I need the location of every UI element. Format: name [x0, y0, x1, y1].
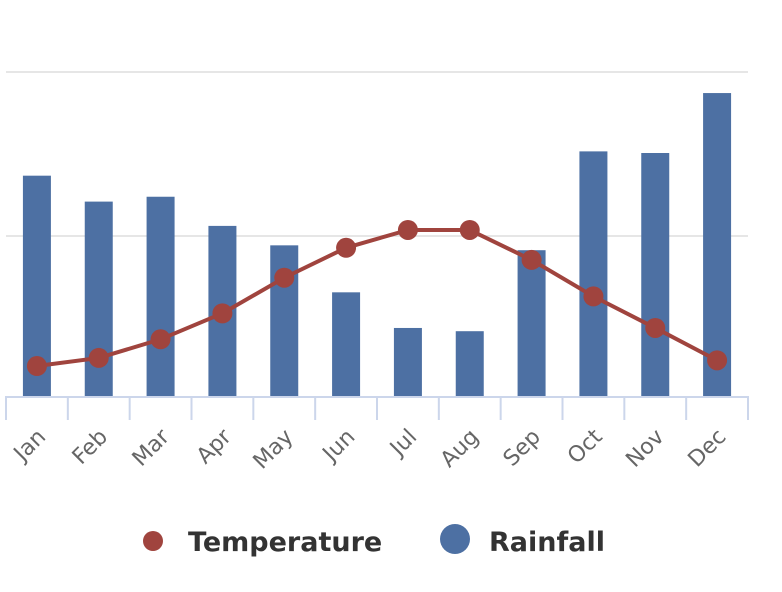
rainfall-bar-oct	[579, 151, 608, 396]
temperature-point-jun	[336, 237, 357, 258]
rainfall-bar-mar	[146, 196, 175, 396]
legend-label-temperature: Temperature	[188, 527, 382, 558]
rainfall-bar-jun	[332, 292, 361, 396]
x-tick-label-apr: Apr	[192, 424, 237, 469]
temperature-point-apr	[212, 303, 233, 324]
x-tick-label-aug: Aug	[436, 425, 484, 473]
legend-label-rainfall: Rainfall	[489, 527, 605, 558]
temperature-point-may	[274, 267, 295, 288]
temperature-line	[26, 219, 728, 377]
x-tick-label-jan: Jan	[8, 425, 51, 468]
x-tick-label-nov: Nov	[621, 425, 669, 473]
x-tick-label-dec: Dec	[684, 425, 732, 473]
rainfall-bar-dec	[703, 93, 732, 396]
rainfall-bar-jul	[393, 327, 422, 396]
x-axis: Jan Feb Mar Apr May Jun Jul Aug Sep Oct Nov Dec	[5, 396, 749, 475]
x-tick-label-jul: Jul	[384, 425, 422, 463]
rainfall-bar-sep	[517, 250, 546, 396]
temperature-legend-marker	[143, 531, 163, 551]
gridlines	[6, 71, 748, 237]
rainfall-legend-marker	[440, 524, 470, 554]
legend-item-rainfall[interactable]: Rainfall	[440, 524, 605, 558]
temperature-point-jan	[26, 356, 47, 377]
temperature-point-nov	[645, 317, 666, 338]
x-tick-label-mar: Mar	[128, 424, 176, 472]
rainfall-bar-aug	[455, 331, 484, 396]
temperature-point-mar	[150, 329, 171, 350]
temperature-point-feb	[88, 347, 109, 368]
temperature-point-sep	[521, 249, 542, 270]
x-tick-label-feb: Feb	[68, 425, 113, 470]
temperature-point-aug	[459, 219, 480, 240]
rainfall-bar-nov	[641, 153, 670, 396]
x-tick-label-may: May	[249, 425, 299, 475]
temperature-point-oct	[583, 286, 604, 307]
x-tick-label-oct: Oct	[563, 424, 608, 469]
temperature-line-path	[36, 227, 719, 369]
x-tick-label-jun: Jun	[317, 425, 360, 468]
legend-item-temperature[interactable]: Temperature	[143, 527, 382, 558]
temperature-point-jul	[397, 219, 418, 240]
x-tick-label-sep: Sep	[499, 425, 546, 472]
legend: Temperature Rainfall	[143, 524, 605, 558]
temperature-point-dec	[707, 350, 728, 371]
